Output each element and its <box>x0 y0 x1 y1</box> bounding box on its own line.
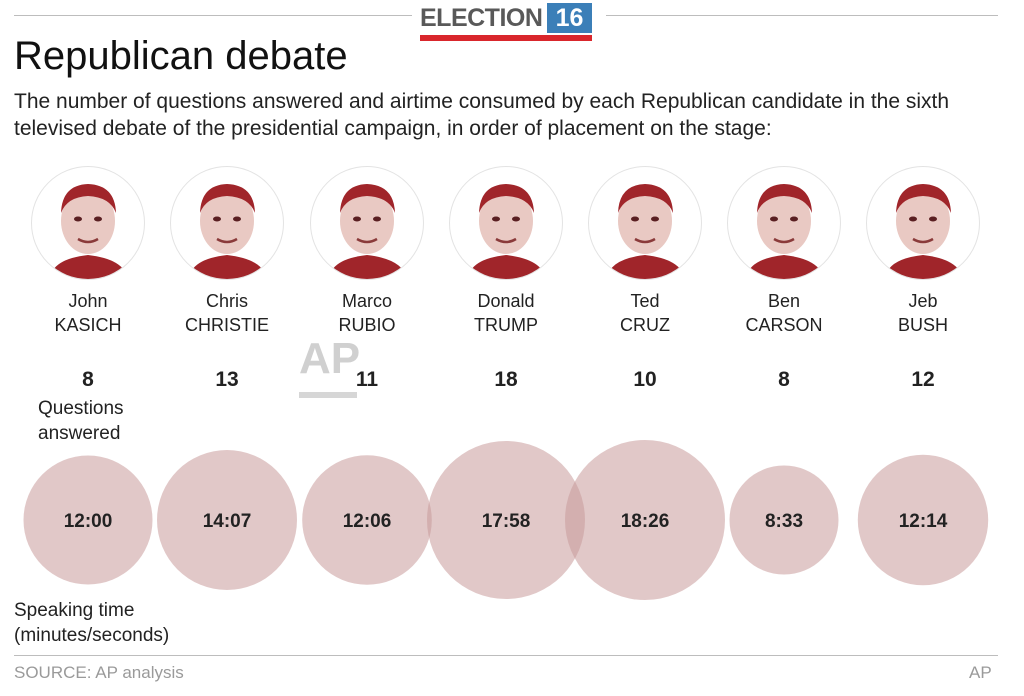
footer-rule <box>14 655 998 656</box>
first-name: Ben <box>767 291 801 311</box>
time-label-cruz: 18:26 <box>621 511 670 532</box>
portrait-bush <box>866 166 980 280</box>
first-name: Jeb <box>908 291 938 311</box>
last-name: BUSH <box>897 315 948 335</box>
time-label-carson: 8:33 <box>765 511 803 532</box>
first-name: Chris <box>205 291 248 311</box>
last-name: CRUZ <box>620 315 670 335</box>
watermark-logo: AP <box>299 334 361 383</box>
questions-value-bush: 12 <box>911 368 935 391</box>
time-label-rubio: 12:06 <box>343 511 392 532</box>
candidate-name-christie: Chris CHRISTIE <box>157 289 297 337</box>
bubble-bush <box>857 454 989 586</box>
header-rule-left <box>14 15 412 16</box>
logo-word: ELECTION <box>420 4 543 32</box>
portrait-carson <box>727 166 841 280</box>
last-name: TRUMP <box>474 315 538 335</box>
candidate-name-carson: Ben CARSON <box>714 289 854 337</box>
election-logo: ELECTION 16 <box>420 2 595 42</box>
bubble-trump <box>427 441 585 599</box>
credit: AP <box>969 663 992 682</box>
source-note: SOURCE: AP analysis <box>14 663 184 682</box>
bubble-rubio <box>302 455 432 585</box>
portrait-kasich <box>31 166 145 280</box>
first-name: John <box>68 291 108 311</box>
questions-label: Questions answered <box>38 396 124 446</box>
last-name: KASICH <box>54 315 122 335</box>
questions-value-cruz: 10 <box>633 368 657 391</box>
questions-value-rubio: 11 <box>355 368 379 391</box>
last-name: CHRISTIE <box>184 315 269 335</box>
questions-label-line1: Questions <box>38 398 124 419</box>
speaking-label-line2: (minutes/seconds) <box>14 625 170 646</box>
portrait-rubio <box>310 166 424 280</box>
questions-label-line2: answered <box>38 423 121 444</box>
first-name: Ted <box>630 291 660 311</box>
chart-subtitle: The number of questions answered and air… <box>14 90 950 140</box>
candidate-name-kasich: John KASICH <box>18 289 158 337</box>
questions-value-carson: 8 <box>778 368 790 391</box>
portrait-christie <box>170 166 284 280</box>
speaking-time-label: Speaking time (minutes/seconds) <box>14 598 169 648</box>
watermark-bar <box>299 392 357 398</box>
time-label-bush: 12:14 <box>899 511 948 532</box>
last-name: CARSON <box>745 315 823 335</box>
first-name: Marco <box>341 291 392 311</box>
speaking-time-bubbles: 12:00 14:07 12:06 17:58 18:26 8:33 12:14 <box>23 440 989 600</box>
logo-stripes <box>420 35 592 41</box>
bubble-kasich <box>23 455 153 585</box>
questions-value-trump: 18 <box>494 368 518 391</box>
time-label-trump: 17:58 <box>482 511 531 532</box>
speaking-label-line1: Speaking time <box>14 600 135 621</box>
questions-value-kasich: 8 <box>82 368 94 391</box>
time-label-kasich: 12:00 <box>64 511 113 532</box>
first-name: Donald <box>477 291 535 311</box>
candidate-name-cruz: Ted CRUZ <box>575 289 715 337</box>
time-label-christie: 14:07 <box>203 511 252 532</box>
bubble-cruz <box>565 440 725 600</box>
portrait-trump <box>449 166 563 280</box>
last-name: RUBIO <box>338 315 396 335</box>
candidate-name-bush: Jeb BUSH <box>853 289 993 337</box>
portrait-cruz <box>588 166 702 280</box>
candidate-name-rubio: Marco RUBIO <box>297 289 437 337</box>
candidate-name-trump: Donald TRUMP <box>436 289 576 337</box>
chart-title: Republican debate <box>14 34 348 78</box>
header-rule-right <box>606 15 998 16</box>
questions-value-christie: 13 <box>215 368 239 391</box>
bubble-christie <box>157 450 297 590</box>
logo-number: 16 <box>547 3 592 33</box>
bubble-carson <box>729 465 839 575</box>
